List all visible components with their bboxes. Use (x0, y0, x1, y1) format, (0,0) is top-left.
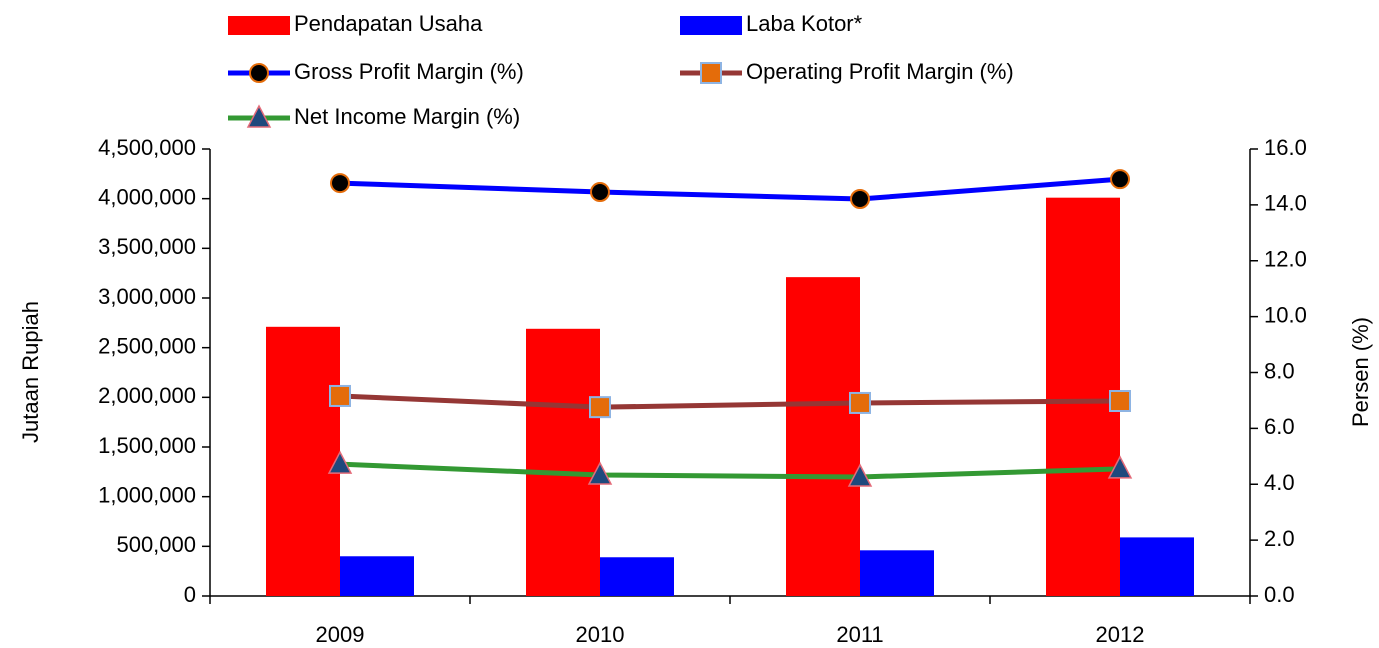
bar (266, 326, 340, 596)
legend-label: Gross Profit Margin (%) (294, 59, 524, 84)
y2-tick-label: 8.0 (1264, 358, 1295, 383)
legend-marker (246, 104, 272, 128)
bar (786, 277, 860, 596)
bar (340, 556, 414, 596)
y2-axis-label: Persen (%) (1348, 317, 1373, 427)
y2-tick-label: 14.0 (1264, 191, 1307, 216)
marker (850, 189, 870, 210)
bar (1120, 537, 1194, 596)
y2-tick-label: 2.0 (1264, 526, 1295, 551)
y-tick-label: 4,500,000 (98, 135, 196, 160)
legend-label: Operating Profit Margin (%) (746, 59, 1014, 84)
marker (587, 461, 613, 485)
y2-tick-label: 6.0 (1264, 414, 1295, 439)
y-tick-label: 1,000,000 (98, 482, 196, 507)
y-tick-label: 4,000,000 (98, 184, 196, 209)
bar (600, 557, 674, 596)
marker (849, 391, 871, 414)
y-tick-label: 3,000,000 (98, 284, 196, 309)
y2-tick-label: 4.0 (1264, 470, 1295, 495)
y-axis-label: Jutaan Rupiah (18, 301, 43, 443)
marker (847, 463, 873, 487)
y2-tick-label: 12.0 (1264, 247, 1307, 272)
x-tick-label: 2011 (836, 622, 883, 647)
x-tick-label: 2009 (316, 622, 365, 647)
marker (329, 384, 351, 407)
y-tick-label: 3,500,000 (98, 234, 196, 259)
legend-label: Laba Kotor* (746, 11, 863, 36)
marker (1107, 455, 1133, 479)
line (339, 461, 1121, 480)
x-tick-label: 2010 (576, 622, 625, 647)
marker (327, 450, 353, 474)
y-tick-label: 2,500,000 (98, 333, 196, 358)
x-tick-label: 2012 (1096, 622, 1145, 647)
y-tick-label: 500,000 (116, 532, 196, 557)
legend-marker (700, 62, 722, 84)
y-tick-label: 2,000,000 (98, 383, 196, 408)
y-tick-label: 0 (184, 582, 196, 607)
legend-marker (249, 63, 269, 83)
y2-tick-label: 0.0 (1264, 582, 1295, 607)
y-tick-label: 1,500,000 (98, 433, 196, 458)
legend-label: Pendapatan Usaha (294, 11, 483, 36)
bar (526, 328, 600, 596)
line (339, 393, 1121, 410)
marker (589, 396, 611, 419)
legend-label: Net Income Margin (%) (294, 104, 520, 129)
bar (860, 550, 934, 596)
y2-tick-label: 16.0 (1264, 135, 1307, 160)
legend-swatch (680, 16, 742, 35)
marker (590, 182, 610, 203)
line (339, 176, 1121, 202)
bar (1046, 197, 1120, 596)
legend-swatch (228, 16, 290, 35)
y2-tick-label: 10.0 (1264, 302, 1307, 327)
marker (1110, 169, 1130, 190)
marker (1109, 389, 1131, 412)
marker (330, 173, 350, 194)
